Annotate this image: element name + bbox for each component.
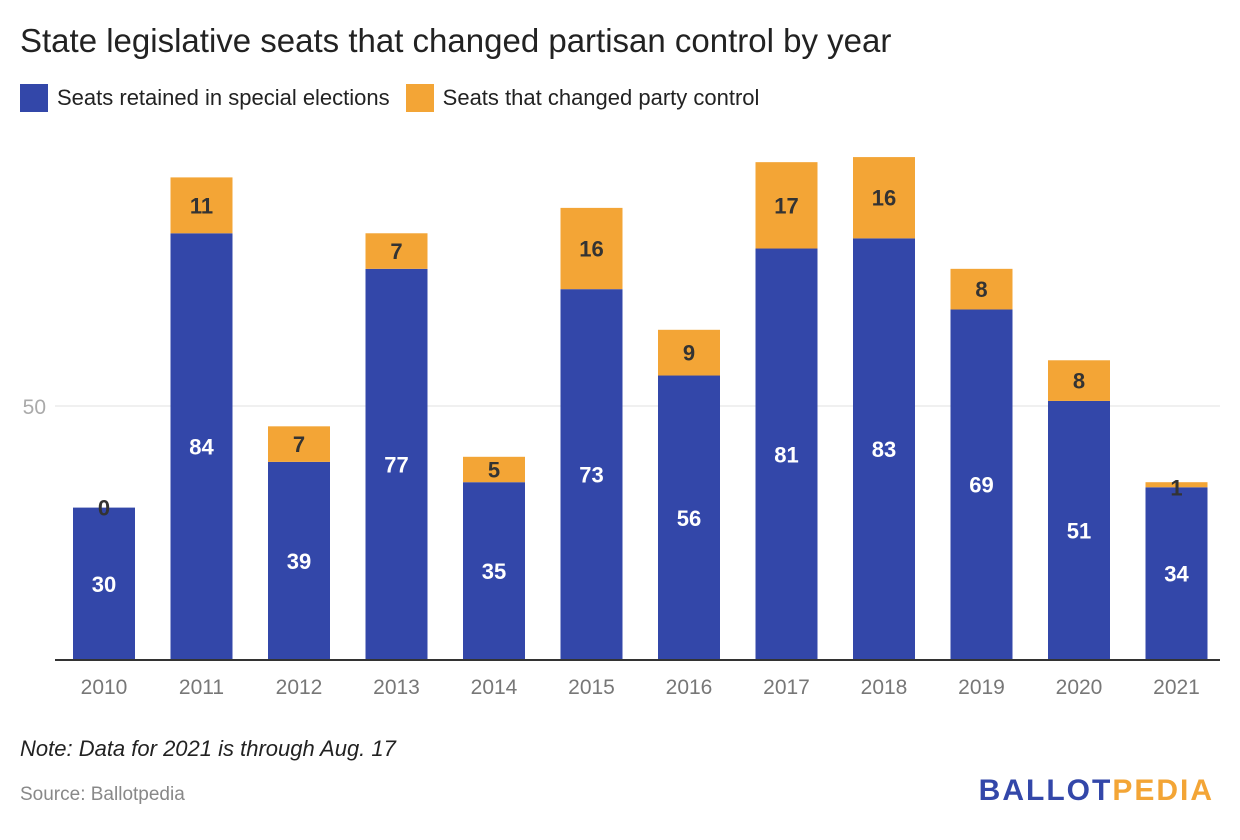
data-label-retained-2020: 51 [1067,518,1091,543]
chart-title: State legislative seats that changed par… [20,22,892,59]
x-tick-label-2020: 2020 [1056,676,1103,699]
data-label-changed-2018: 16 [872,186,896,211]
x-tick-label-2016: 2016 [666,676,713,699]
x-tick-label-2017: 2017 [763,676,810,699]
bar-retained-2019 [950,309,1013,660]
data-label-changed-2017: 17 [774,193,798,218]
x-tick-label-2013: 2013 [373,676,420,699]
bar-changed-2011 [170,177,233,234]
data-label-changed-2013: 7 [390,239,402,264]
ballotpedia-logo: BALLOTPEDIA [979,774,1214,808]
data-label-retained-2019: 69 [969,473,993,498]
bar-changed-2016 [658,329,720,376]
data-label-retained-2014: 35 [482,559,506,584]
data-label-retained-2021: 34 [1164,562,1189,587]
chart-note: Note: Data for 2021 is through Aug. 17 [20,736,396,761]
bar-retained-2020 [1048,400,1110,660]
data-label-retained-2010: 30 [92,572,116,597]
legend-label-retained: Seats retained in special elections [57,85,390,110]
legend-item-changed: Seats that changed party control [405,84,760,112]
data-label-retained-2012: 39 [287,549,311,574]
logo-part-ballot: BALLOT [978,774,1113,807]
bar-retained-2013 [365,268,428,660]
x-tick-label-2021: 2021 [1153,676,1200,699]
bar-changed-2012 [268,426,330,462]
legend-swatch-retained [20,84,48,112]
bar-retained-2021 [1145,487,1208,660]
bar-retained-2017 [755,248,818,660]
bar-changed-2021 [1145,482,1208,488]
x-tick-label-2012: 2012 [276,676,323,699]
chart-source: Source: Ballotpedia [20,784,185,805]
bar-retained-2018 [853,238,915,661]
data-label-changed-2016: 9 [683,341,695,366]
data-label-changed-2012: 7 [293,432,305,457]
data-label-changed-2011: 11 [190,193,213,218]
bar-changed-2015 [560,207,623,290]
x-tick-label-2011: 2011 [179,676,224,699]
legend-label-changed: Seats that changed party control [442,85,760,110]
legend-swatch-changed [405,84,434,112]
bar-chart: 5030020108411201139720127772013355201473… [23,157,1220,699]
data-label-changed-2019: 8 [975,277,987,302]
x-tick-label-2010: 2010 [81,676,128,699]
y-tick-label-50: 50 [23,396,46,419]
data-label-retained-2017: 81 [774,442,798,467]
data-label-retained-2016: 56 [677,506,701,531]
data-label-retained-2018: 83 [872,437,896,462]
x-tick-label-2019: 2019 [958,676,1005,699]
bar-changed-2014 [463,456,525,483]
bar-changed-2013 [365,233,428,269]
x-tick-label-2014: 2014 [471,676,518,699]
legend-item-retained: Seats retained in special elections [20,84,390,112]
data-label-changed-2021: 1 [1170,475,1182,500]
bar-retained-2011 [170,233,233,660]
x-tick-label-2015: 2015 [568,676,615,699]
data-label-retained-2013: 77 [384,452,408,477]
data-label-changed-2020: 8 [1073,369,1085,394]
bar-retained-2012 [268,461,330,660]
bar-changed-2017 [755,162,818,249]
bar-retained-2015 [560,289,623,660]
bar-changed-2018 [853,157,915,239]
bar-retained-2014 [463,482,525,660]
bar-retained-2016 [658,375,720,660]
bar-changed-2019 [950,268,1013,310]
data-label-changed-2015: 16 [579,237,603,262]
logo-part-pedia: PEDIA [1112,774,1214,807]
bar-changed-2020 [1048,360,1110,401]
x-tick-label-2018: 2018 [861,676,908,699]
data-label-changed-2014: 5 [488,458,500,483]
legend: Seats retained in special elections Seat… [20,84,775,112]
data-label-retained-2015: 73 [579,463,603,488]
data-label-changed-2010: 0 [98,496,110,521]
bar-retained-2010 [73,507,135,660]
data-label-retained-2011: 84 [189,435,214,460]
